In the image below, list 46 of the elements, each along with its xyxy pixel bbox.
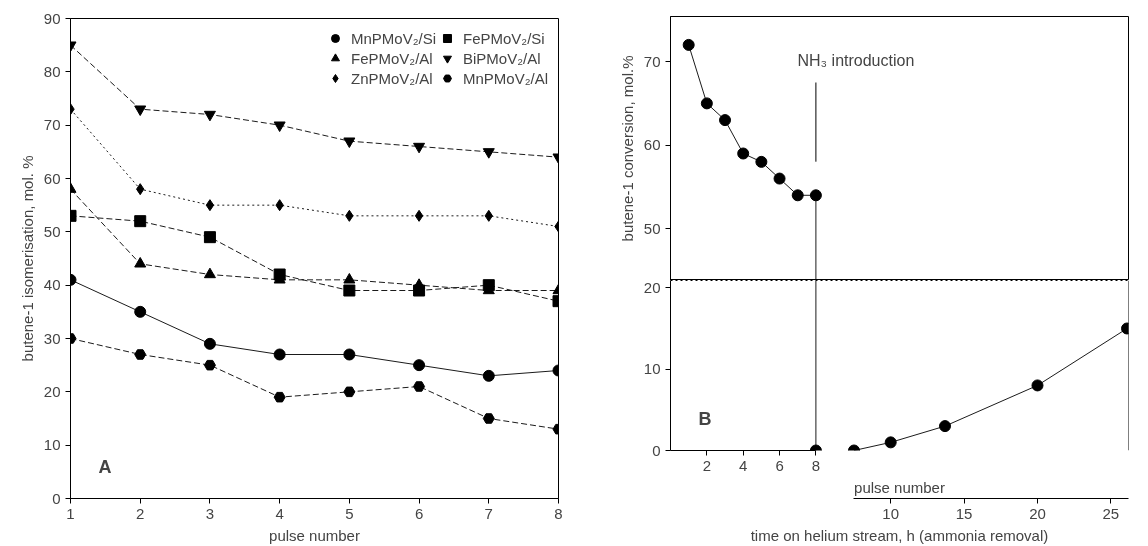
- x-tick-label: 5: [345, 504, 354, 522]
- y-tick-label: 0: [52, 489, 61, 507]
- x-tick-label: 8: [811, 456, 821, 474]
- x2-tick-label: 15: [955, 504, 973, 522]
- x-tick-label: 7: [484, 504, 493, 522]
- y-tick-label: 40: [43, 276, 61, 294]
- y-tick-label: 80: [43, 62, 61, 80]
- y-tick-label: 50: [643, 219, 661, 237]
- x2-tick-label: 10: [882, 504, 900, 522]
- legend-label: ZnPMoV₂/Al: [350, 68, 433, 88]
- legend-label: FePMoV₂/Al: [350, 48, 433, 68]
- y-tick-label: 0: [652, 441, 661, 459]
- y-tick-label: 10: [643, 360, 661, 378]
- y-tick-label: 20: [43, 382, 61, 400]
- legend-label: FePMoV₂/Si: [462, 28, 545, 48]
- x-tick-label: 8: [554, 504, 563, 522]
- y-axis-title: butene-1 isomerisation, mol. %: [18, 155, 36, 362]
- x-tick-label: 4: [739, 456, 748, 474]
- legend-label: MnPMoV₂/Al: [462, 68, 548, 88]
- y-axis-title: butene-1 conversion, mol.%: [618, 55, 636, 242]
- y-tick-label: 30: [43, 329, 61, 347]
- x-axis-title: pulse number: [854, 478, 945, 496]
- x-tick-label: 2: [702, 456, 712, 474]
- y-tick-label: 70: [643, 52, 661, 70]
- x2-axis-title: time on helium stream, h (ammonia removal): [750, 526, 1049, 544]
- y-tick-label: 60: [43, 169, 61, 187]
- x-tick-label: 6: [775, 456, 784, 474]
- x2-tick-label: 25: [1102, 504, 1120, 522]
- x-tick-label: 2: [136, 504, 145, 522]
- annotation: A: [98, 456, 112, 477]
- x-tick-label: 6: [414, 504, 424, 522]
- x-tick-label: 3: [205, 504, 215, 522]
- annotation: NH₃ introduction: [797, 51, 915, 69]
- annotation: B: [698, 408, 712, 429]
- x-tick-label: 4: [275, 504, 284, 522]
- y-tick-label: 10: [43, 436, 61, 454]
- y-tick-label: 60: [643, 136, 661, 154]
- x-axis-title: pulse number: [269, 526, 360, 544]
- x2-tick-label: 20: [1029, 504, 1046, 522]
- y-tick-label: 50: [43, 222, 61, 240]
- y-tick-label: 20: [643, 278, 661, 296]
- legend-label: MnPMoV₂/Si: [350, 28, 436, 48]
- y-tick-label: 90: [43, 9, 61, 27]
- y-tick-label: 70: [43, 116, 61, 134]
- x-tick-label: 1: [66, 504, 75, 522]
- legend-label: BiPMoV₂/Al: [462, 48, 541, 68]
